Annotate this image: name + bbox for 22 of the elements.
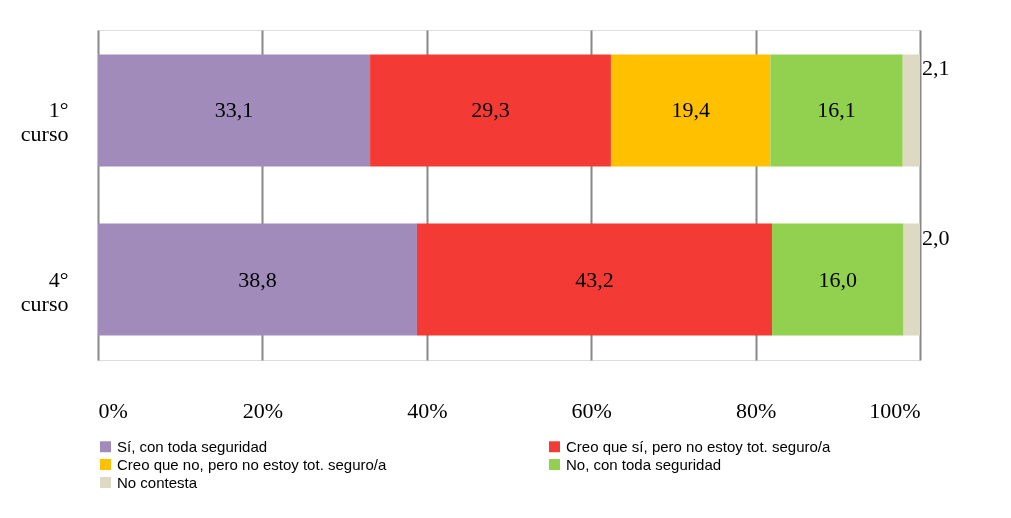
data-label: 2,0 <box>922 224 950 250</box>
legend-label: No, con toda seguridad <box>566 455 722 473</box>
data-label: 43,2 <box>575 266 614 292</box>
data-label: 29,3 <box>471 97 510 123</box>
x-tick-label: 80% <box>735 397 777 423</box>
data-label: 16,0 <box>818 266 858 292</box>
data-label: 38,8 <box>238 266 277 292</box>
x-tick-label: 100% <box>869 397 921 423</box>
data-label: 19,4 <box>671 97 710 123</box>
data-label: 2,1 <box>922 55 950 81</box>
y-tick-label: 1° curso <box>20 97 69 147</box>
legend-label: Creo que sí, pero no estoy tot. seguro/a <box>566 437 831 455</box>
legend-label: No contesta <box>117 473 198 491</box>
x-tick-label: 40% <box>407 397 448 423</box>
data-label: 16,1 <box>817 97 856 123</box>
legend-label: Sí, con toda seguridad <box>117 437 268 455</box>
x-tick-label: 60% <box>571 397 612 423</box>
y-tick-label: 4° curso <box>20 266 69 316</box>
x-tick-label: 20% <box>242 397 284 423</box>
legend-label: Creo que no, pero no estoy tot. seguro/a <box>117 455 387 473</box>
x-tick-label: 0% <box>98 397 128 423</box>
data-label: 33,1 <box>214 97 254 123</box>
